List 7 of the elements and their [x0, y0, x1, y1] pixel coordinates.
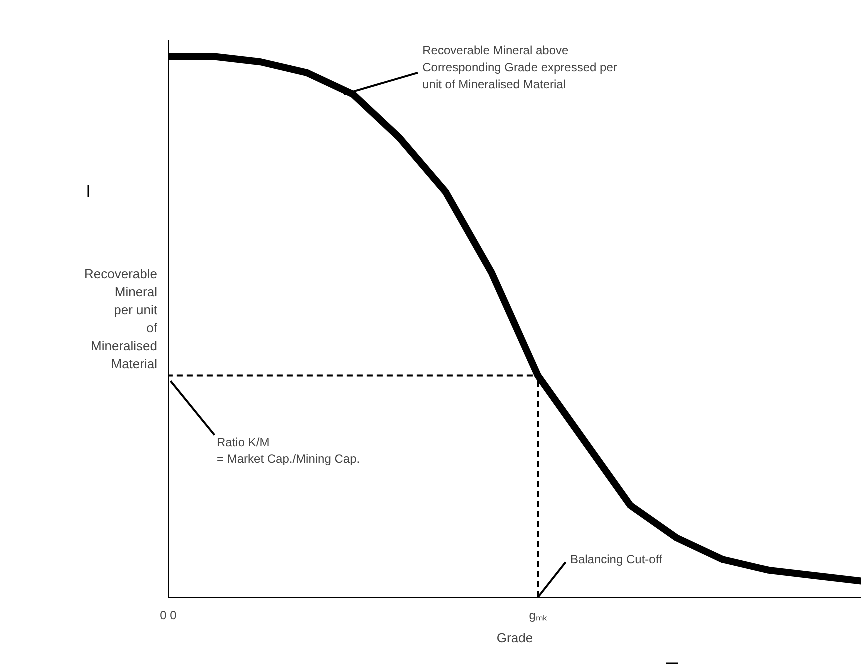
x-tick-label: 0 0 [160, 608, 178, 622]
ref-line-label: Ratio K/M = Market Cap./Mining Cap. [217, 435, 360, 466]
annotation: Recoverable Mineral above Corresponding Grade expressed per unit of Mineralised Material [422, 44, 618, 92]
x-axis-title: Grade [496, 630, 534, 646]
x-tick-label: gₘₖ [529, 608, 548, 622]
y-axis-title: Recoverable Mineral per unit of Mineralised Material [84, 266, 158, 372]
ref-line-label: Balancing Cut-off [570, 552, 663, 567]
